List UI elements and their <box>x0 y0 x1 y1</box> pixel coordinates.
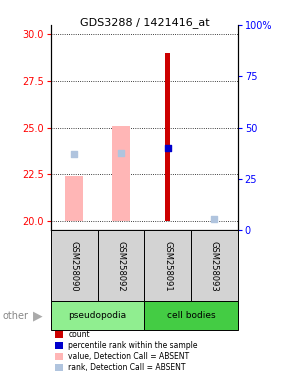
Point <box>72 151 77 157</box>
Bar <box>65 176 83 221</box>
Bar <box>97 230 144 301</box>
Text: count: count <box>68 330 90 339</box>
Bar <box>144 230 191 301</box>
Point <box>212 216 217 222</box>
Point <box>119 150 123 156</box>
Text: cell bodies: cell bodies <box>167 311 215 320</box>
Text: rank, Detection Call = ABSENT: rank, Detection Call = ABSENT <box>68 362 186 372</box>
Bar <box>51 301 144 330</box>
Bar <box>144 301 238 330</box>
Text: pseudopodia: pseudopodia <box>68 311 126 320</box>
Text: percentile rank within the sample: percentile rank within the sample <box>68 341 198 350</box>
Bar <box>165 53 171 221</box>
Text: GSM258092: GSM258092 <box>116 241 125 291</box>
Bar <box>191 230 238 301</box>
Text: GSM258093: GSM258093 <box>210 240 219 291</box>
Bar <box>51 230 97 301</box>
Text: other: other <box>3 311 29 321</box>
Point <box>165 145 170 151</box>
Bar <box>112 126 130 221</box>
Text: GSM258091: GSM258091 <box>163 241 172 291</box>
Text: value, Detection Call = ABSENT: value, Detection Call = ABSENT <box>68 352 189 361</box>
Text: GDS3288 / 1421416_at: GDS3288 / 1421416_at <box>80 17 210 28</box>
Text: GSM258090: GSM258090 <box>70 241 79 291</box>
Text: ▶: ▶ <box>33 310 43 322</box>
